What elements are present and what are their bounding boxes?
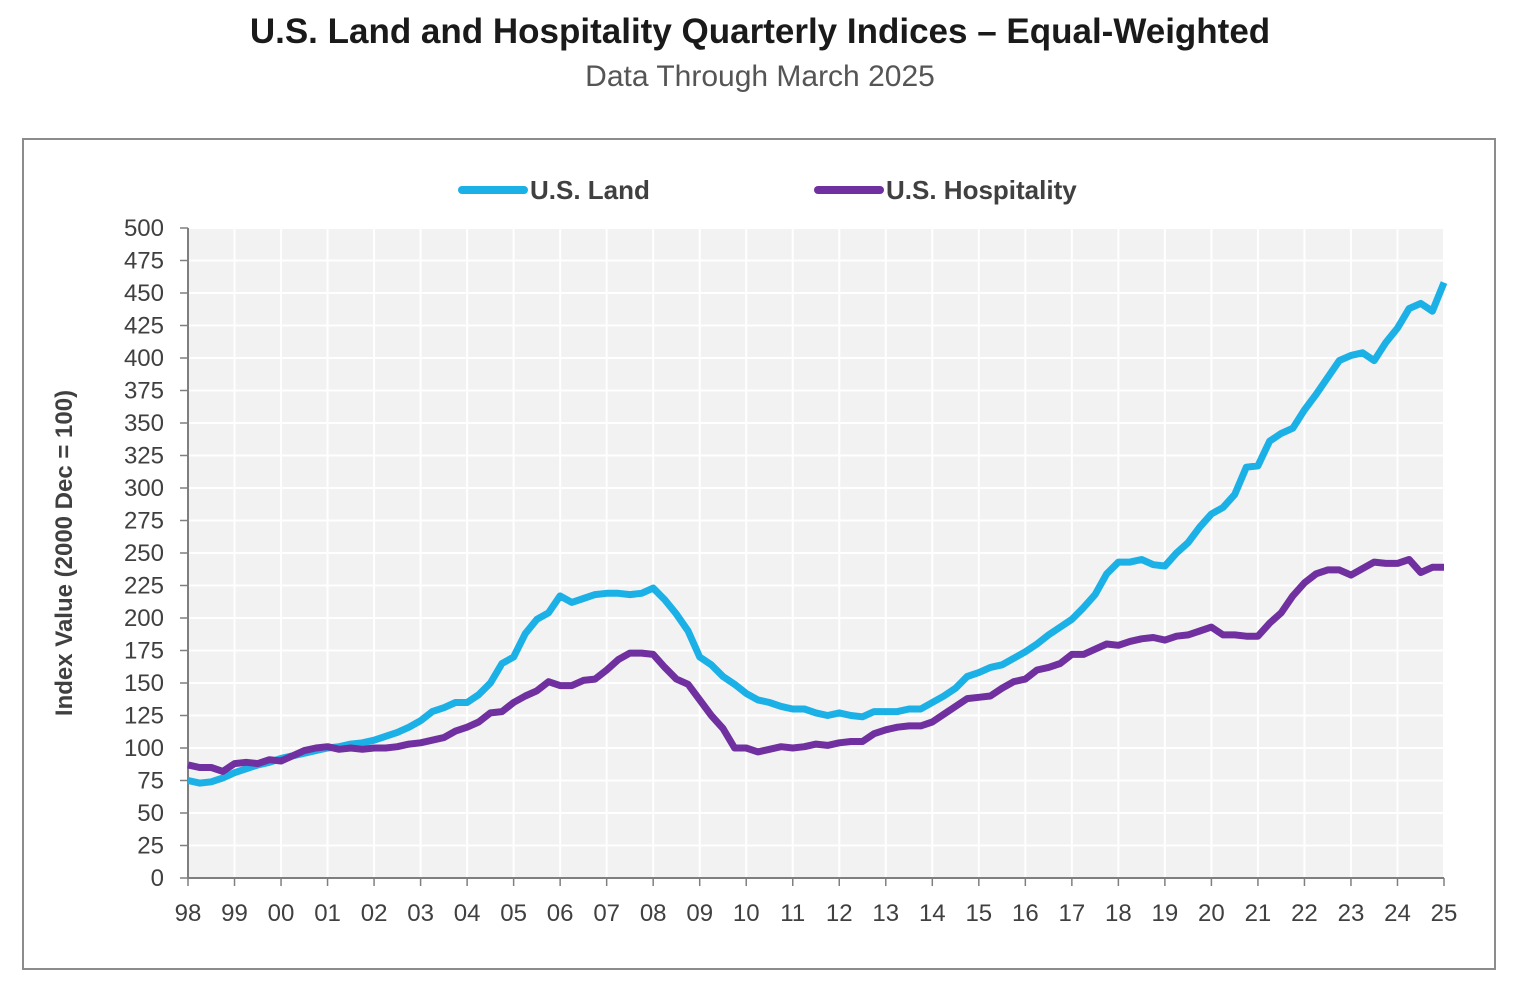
y-tick-label: 300 [124, 475, 164, 502]
x-axis-ticks: 98 99 00 01 02 03 04 05 06 07 08 09 10 11 12 13 14 15 16 17… [175, 878, 1458, 927]
x-tick-label: 09 [686, 900, 713, 927]
y-tick-label: 125 [124, 703, 164, 730]
gridlines [187, 227, 1445, 879]
x-tick-label: 15 [965, 900, 992, 927]
x-tick-label: 18 [1105, 900, 1132, 927]
x-tick-label: 11 [780, 900, 805, 927]
x-tick-label: 02 [361, 900, 388, 927]
chart-subtitle: Data Through March 2025 [585, 60, 935, 93]
x-tick-label: 01 [314, 900, 341, 927]
x-tick-label: 04 [454, 900, 481, 927]
y-tick-label: 475 [124, 248, 164, 275]
y-tick-label: 100 [124, 735, 164, 762]
x-tick-label: 06 [547, 900, 574, 927]
y-tick-label: 375 [124, 378, 164, 405]
y-tick-label: 325 [124, 443, 164, 470]
y-tick-label: 250 [124, 540, 164, 567]
y-tick-label: 0 [151, 865, 164, 892]
x-tick-label: 19 [1152, 900, 1179, 927]
x-tick-label: 22 [1291, 900, 1318, 927]
legend: U.S. Land U.S. Hospitality [458, 175, 1077, 205]
x-tick-label: 21 [1245, 900, 1272, 927]
y-tick-label: 25 [137, 833, 164, 860]
y-axis-ticks: 0 25 50 75 100 125 150 175 200 225 250 275 300 325 350… [124, 215, 188, 892]
y-tick-label: 425 [124, 313, 164, 340]
y-tick-label: 175 [124, 638, 164, 665]
y-tick-label: 350 [124, 410, 164, 437]
y-tick-label: 275 [124, 508, 164, 535]
x-tick-label: 05 [500, 900, 527, 927]
x-tick-label: 16 [1012, 900, 1039, 927]
x-tick-label: 25 [1431, 900, 1458, 927]
y-tick-label: 450 [124, 280, 164, 307]
series-group [187, 281, 1448, 787]
x-tick-label: 24 [1384, 900, 1411, 927]
x-tick-label: 17 [1059, 900, 1086, 927]
x-tick-label: 99 [221, 900, 248, 927]
x-tick-label: 13 [872, 900, 899, 927]
legend-label-u-s-land: U.S. Land [530, 175, 650, 205]
y-tick-label: 50 [137, 800, 164, 827]
x-tick-label: 23 [1338, 900, 1365, 927]
x-tick-label: 20 [1198, 900, 1225, 927]
y-tick-label: 500 [124, 215, 164, 242]
chart-title: U.S. Land and Hospitality Quarterly Indi… [249, 12, 1271, 51]
x-tick-label: 00 [268, 900, 295, 927]
y-tick-label: 150 [124, 670, 164, 697]
x-tick-label: 98 [175, 900, 202, 927]
y-tick-label: 75 [137, 768, 164, 795]
x-tick-label: 14 [919, 900, 946, 927]
legend-label-u-s-hospitality: U.S. Hospitality [886, 175, 1077, 205]
y-tick-label: 200 [124, 605, 164, 632]
y-tick-label: 225 [124, 573, 164, 600]
y-axis-label: Index Value (2000 Dec = 100) [51, 390, 78, 716]
series-line-u-s-land [187, 281, 1448, 787]
series-line-u-s-hospitality [187, 556, 1444, 775]
x-tick-label: 08 [640, 900, 667, 927]
y-tick-label: 400 [124, 345, 164, 372]
x-tick-label: 10 [733, 900, 760, 927]
x-tick-label: 03 [407, 900, 434, 927]
x-tick-label: 07 [593, 900, 620, 927]
x-tick-label: 12 [826, 900, 853, 927]
